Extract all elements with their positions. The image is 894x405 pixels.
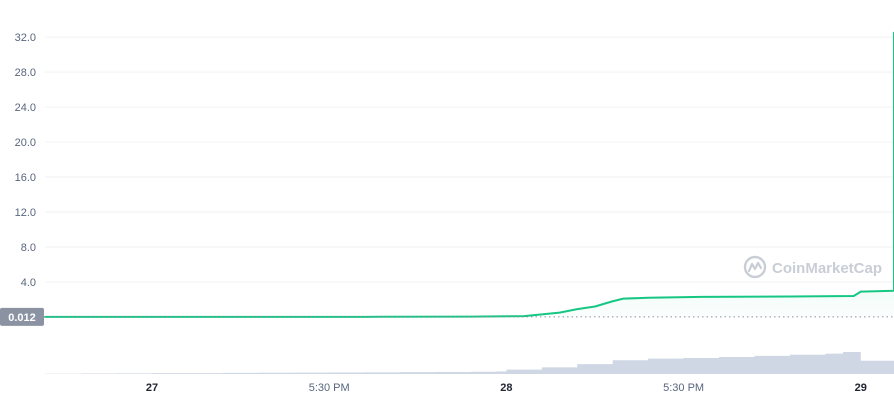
x-tick-label: 5:30 PM — [309, 382, 350, 394]
x-tick-label: 28 — [500, 382, 512, 394]
y-tick-label: 32.0 — [15, 32, 36, 44]
watermark-text: CoinMarketCap — [772, 260, 882, 277]
y-tick-label: 28.0 — [15, 67, 36, 79]
y-tick-label: 24.0 — [15, 102, 36, 114]
coinmarketcap-logo-icon — [743, 255, 767, 279]
price-line-layer — [44, 31, 894, 318]
price-line — [44, 31, 894, 318]
price-area — [45, 32, 894, 317]
coinmarketcap-watermark: CoinMarketCap — [743, 255, 882, 279]
volume-area — [45, 352, 894, 374]
baseline-price-badge — [0, 307, 44, 326]
price-area-fill — [45, 32, 894, 317]
volume-bars — [45, 352, 894, 374]
y-tick-label: 8.0 — [21, 242, 36, 254]
y-tick-label: 20.0 — [15, 137, 36, 149]
gridlines — [45, 36, 894, 283]
x-tick-label: 27 — [146, 382, 158, 394]
y-axis-ticks: 4.0 8.0 12.0 16.0 20.0 24.0 28.0 32.0 — [15, 32, 36, 289]
baseline-price-label: 0.012 — [8, 312, 36, 324]
x-tick-label: 29 — [855, 382, 867, 394]
y-tick-label: 12.0 — [15, 207, 36, 219]
y-tick-label: 4.0 — [21, 277, 36, 289]
y-tick-label: 16.0 — [15, 172, 36, 184]
x-tick-label: 5:30 PM — [663, 382, 704, 394]
